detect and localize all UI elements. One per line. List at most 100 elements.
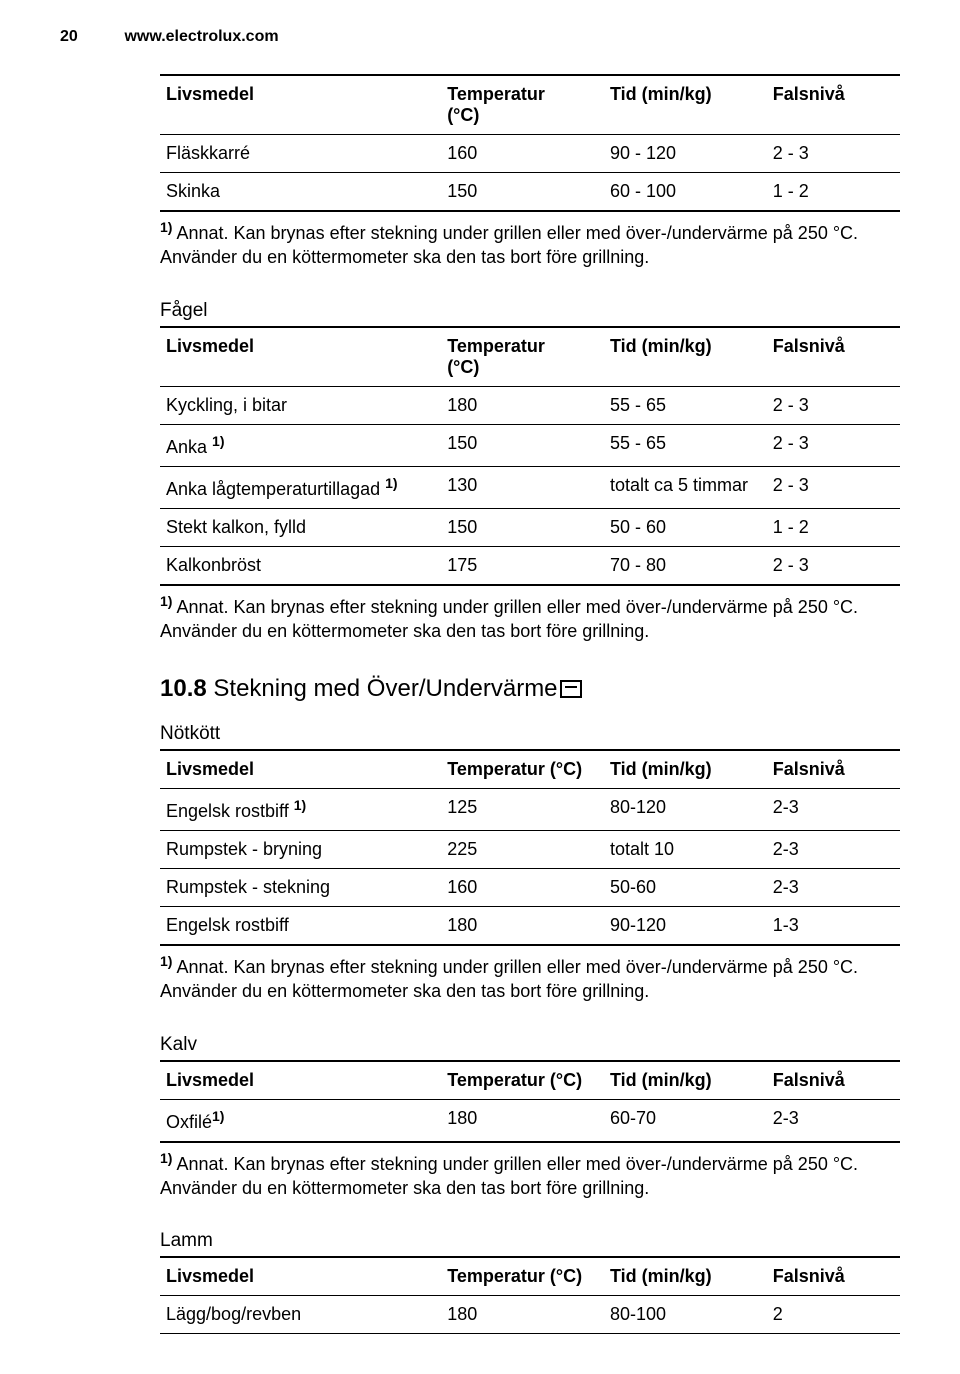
footnote-text: Annat. Kan brynas efter stekning under g…	[160, 597, 858, 641]
col-level: Falsnivå	[767, 751, 900, 788]
table-row: Stekt kalkon, fylld15050 - 601 - 2	[160, 509, 900, 546]
cell-time: 60 - 100	[604, 173, 767, 210]
cell-temp: 150	[441, 509, 604, 546]
cell-temp: 175	[441, 547, 604, 584]
col-temp-l1: Temperatur	[447, 84, 545, 104]
table-row: Fläskkarré16090 - 1202 - 3	[160, 135, 900, 172]
col-food: Livsmedel	[160, 1258, 441, 1295]
col-temp: Temperatur (°C)	[441, 1258, 604, 1295]
col-level: Falsnivå	[767, 1062, 900, 1099]
cell-level: 1-3	[767, 907, 900, 944]
table-row: Kyckling, i bitar18055 - 652 - 3	[160, 387, 900, 424]
col-food: Livsmedel	[160, 1062, 441, 1099]
col-temp: Temperatur (°C)	[441, 751, 604, 788]
table-row: Anka 1)15055 - 652 - 3	[160, 425, 900, 466]
table-row: Fläskkarré16090 - 1202 - 3	[160, 135, 900, 172]
table-row: Engelsk rostbiff18090-1201-3	[160, 907, 900, 944]
cell-temp: 125	[441, 789, 604, 830]
footnote-text: Annat. Kan brynas efter stekning under g…	[160, 957, 858, 1001]
cell-time: 90 - 120	[604, 135, 767, 172]
footnote-ref: 1)	[294, 797, 306, 813]
table-row: Lägg/bog/revben18080-1002	[160, 1296, 900, 1333]
col-temp: Temperatur (°C)	[441, 1062, 604, 1099]
content: Livsmedel Temperatur (°C) Tid (min/kg) F…	[60, 74, 900, 1334]
footnote-ref: 1)	[212, 1108, 224, 1124]
cell-time: 80-100	[604, 1296, 767, 1333]
footnote-ref: 1)	[385, 475, 397, 491]
cell-food: Kalkonbröst	[160, 547, 441, 584]
footnote-marker: 1)	[160, 593, 172, 609]
table-row: Anka 1)15055 - 652 - 3	[160, 425, 900, 466]
cell-temp: 180	[441, 387, 604, 424]
table-pork: Livsmedel Temperatur (°C) Tid (min/kg) F…	[160, 76, 900, 134]
cell-time: totalt ca 5 timmar	[604, 467, 767, 508]
cell-food: Engelsk rostbiff 1)	[160, 789, 441, 830]
footnote: 1) Annat. Kan brynas efter stekning unde…	[160, 1143, 900, 1217]
col-food: Livsmedel	[160, 751, 441, 788]
page: 20 www.electrolux.com Livsmedel Temperat…	[0, 0, 960, 1374]
cell-time: 50-60	[604, 869, 767, 906]
footnote-marker: 1)	[160, 953, 172, 969]
col-time: Tid (min/kg)	[604, 76, 767, 134]
rule	[160, 1333, 900, 1334]
col-temp-l2: (°C)	[447, 105, 479, 125]
heading-fagel: Fågel	[160, 286, 900, 326]
cell-level: 2 - 3	[767, 467, 900, 508]
section-title: Stekning med Över/Undervärme	[207, 675, 558, 702]
table-row: Engelsk rostbiff 1)12580-1202-3	[160, 789, 900, 830]
footnote-text: Annat. Kan brynas efter stekning under g…	[160, 1154, 858, 1198]
conventional-heat-icon	[560, 680, 582, 698]
table-row: Engelsk rostbiff18090-1201-3	[160, 907, 900, 944]
cell-level: 2 - 3	[767, 425, 900, 466]
cell-food: Oxfilé1)	[160, 1100, 441, 1141]
table-row: Rumpstek - bryning225totalt 102-3	[160, 831, 900, 868]
footnote: 1) Annat. Kan brynas efter stekning unde…	[160, 586, 900, 660]
cell-food: Stekt kalkon, fylld	[160, 509, 441, 546]
table-row: Stekt kalkon, fylld15050 - 601 - 2	[160, 509, 900, 546]
table-row: Kyckling, i bitar18055 - 652 - 3	[160, 387, 900, 424]
cell-temp: 130	[441, 467, 604, 508]
col-time: Tid (min/kg)	[604, 328, 767, 386]
heading-kalv: Kalv	[160, 1020, 900, 1060]
table-header-row: Livsmedel Temperatur (°C) Tid (min/kg) F…	[160, 328, 900, 386]
footnote: 1) Annat. Kan brynas efter stekning unde…	[160, 212, 900, 286]
cell-time: 60-70	[604, 1100, 767, 1141]
table-header-row: Livsmedel Temperatur (°C) Tid (min/kg) F…	[160, 1062, 900, 1099]
table-row: Rumpstek - stekning16050-602-3	[160, 869, 900, 906]
page-number: 20	[60, 28, 120, 46]
cell-temp: 150	[441, 425, 604, 466]
cell-temp: 180	[441, 1296, 604, 1333]
table-row: Oxfilé1)18060-702-3	[160, 1100, 900, 1141]
footnote-marker: 1)	[160, 1150, 172, 1166]
cell-level: 2-3	[767, 869, 900, 906]
heading-lamm: Lamm	[160, 1216, 900, 1256]
cell-time: 50 - 60	[604, 509, 767, 546]
cell-temp: 160	[441, 135, 604, 172]
cell-temp: 225	[441, 831, 604, 868]
footnote-text: Annat. Kan brynas efter stekning under g…	[160, 223, 858, 267]
cell-temp: 180	[441, 907, 604, 944]
footnote: 1) Annat. Kan brynas efter stekning unde…	[160, 946, 900, 1020]
table-fagel: Livsmedel Temperatur (°C) Tid (min/kg) F…	[160, 328, 900, 386]
cell-food: Skinka	[160, 173, 441, 210]
cell-time: 90-120	[604, 907, 767, 944]
cell-time: 80-120	[604, 789, 767, 830]
table-row: Anka lågtemperaturtillagad 1)130totalt c…	[160, 467, 900, 508]
col-temp: Temperatur (°C)	[441, 76, 604, 134]
section-number: 10.8	[160, 675, 207, 702]
table-row: Oxfilé1)18060-702-3	[160, 1100, 900, 1141]
page-header: 20 www.electrolux.com	[60, 28, 900, 46]
table-row: Rumpstek - stekning16050-602-3	[160, 869, 900, 906]
cell-food: Kyckling, i bitar	[160, 387, 441, 424]
cell-time: 70 - 80	[604, 547, 767, 584]
col-time: Tid (min/kg)	[604, 1062, 767, 1099]
table-row: Kalkonbröst17570 - 802 - 3	[160, 547, 900, 584]
table-lamm: Livsmedel Temperatur (°C) Tid (min/kg) F…	[160, 1258, 900, 1295]
cell-level: 1 - 2	[767, 173, 900, 210]
table-kalv: Livsmedel Temperatur (°C) Tid (min/kg) F…	[160, 1062, 900, 1099]
col-level: Falsnivå	[767, 76, 900, 134]
cell-time: 55 - 65	[604, 425, 767, 466]
footnote-marker: 1)	[160, 219, 172, 235]
cell-temp: 160	[441, 869, 604, 906]
site-url: www.electrolux.com	[124, 28, 278, 45]
